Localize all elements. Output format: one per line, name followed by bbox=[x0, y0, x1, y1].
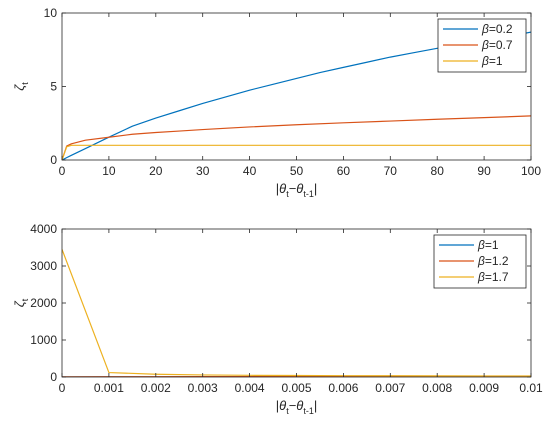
top-x-tick-label: 60 bbox=[337, 164, 351, 178]
top-x-tick-label: 0 bbox=[59, 164, 66, 178]
top-x-tick-label: 20 bbox=[149, 164, 163, 178]
top-y-tick-label: 10 bbox=[44, 6, 58, 20]
top-legend-box bbox=[437, 18, 527, 73]
top-legend: β=0.2 β=0.7 β=1 bbox=[437, 18, 527, 73]
bottom-legend: β=1 β=1.2 β=1.7 bbox=[433, 234, 527, 289]
bottom-x-axis-label: |θt−θt-1| bbox=[276, 398, 318, 416]
bottom-y-axis-label: ζt bbox=[12, 298, 30, 307]
top-chart: 0 10 20 30 40 50 60 70 80 90 100 0 5 10 |θt−θt-1| ζt β=0… bbox=[12, 6, 541, 199]
top-x-axis-label: |θt−θt-1| bbox=[276, 181, 318, 199]
top-x-tick-label: 30 bbox=[196, 164, 210, 178]
bottom-x-tick-label: 0.01 bbox=[519, 381, 543, 395]
top-x-tick-label: 70 bbox=[384, 164, 398, 178]
bottom-x-tick-label: 0.007 bbox=[375, 381, 405, 395]
bottom-x-tick-label: 0.006 bbox=[328, 381, 358, 395]
bottom-y-tick-label: 4000 bbox=[30, 222, 57, 236]
top-legend-label-1: β=0.7 bbox=[481, 38, 513, 52]
bottom-legend-label-2: β=1.7 bbox=[477, 270, 509, 284]
top-y-tick-label: 0 bbox=[50, 153, 57, 167]
bottom-x-tick-label: 0.004 bbox=[235, 381, 265, 395]
top-x-tick-label: 10 bbox=[102, 164, 116, 178]
bottom-x-tick-label: 0 bbox=[59, 381, 66, 395]
top-x-tick-label: 80 bbox=[431, 164, 445, 178]
top-x-tick-label: 50 bbox=[290, 164, 304, 178]
top-series-line-2 bbox=[62, 144, 531, 160]
bottom-x-tick-label: 0.009 bbox=[469, 381, 499, 395]
bottom-x-tick-label: 0.008 bbox=[422, 381, 452, 395]
top-legend-label-2: β=1 bbox=[481, 54, 503, 68]
top-legend-label-0: β=0.2 bbox=[481, 22, 513, 36]
bottom-y-tick-label: 2000 bbox=[30, 296, 57, 310]
top-x-tick-label: 40 bbox=[243, 164, 257, 178]
top-y-axis-label: ζt bbox=[12, 82, 30, 91]
bottom-x-tick-label: 0.005 bbox=[281, 381, 311, 395]
top-series-line-1 bbox=[62, 115, 531, 160]
bottom-chart: 0 0.001 0.002 0.003 0.004 0.005 0.006 0.007 0.00… bbox=[12, 222, 543, 416]
top-x-tick-label: 100 bbox=[521, 164, 541, 178]
bottom-x-tick-label: 0.002 bbox=[141, 381, 171, 395]
bottom-y-tick-label: 1000 bbox=[30, 333, 57, 347]
bottom-y-tick-label: 3000 bbox=[30, 259, 57, 273]
bottom-x-tick-label: 0.001 bbox=[94, 381, 124, 395]
bottom-legend-label-0: β=1 bbox=[477, 238, 499, 252]
bottom-legend-label-1: β=1.2 bbox=[477, 254, 509, 268]
top-x-tick-label: 90 bbox=[477, 164, 491, 178]
bottom-x-tick-label: 0.003 bbox=[188, 381, 218, 395]
bottom-y-tick-label: 0 bbox=[50, 370, 57, 384]
top-y-tick-label: 5 bbox=[50, 80, 57, 94]
